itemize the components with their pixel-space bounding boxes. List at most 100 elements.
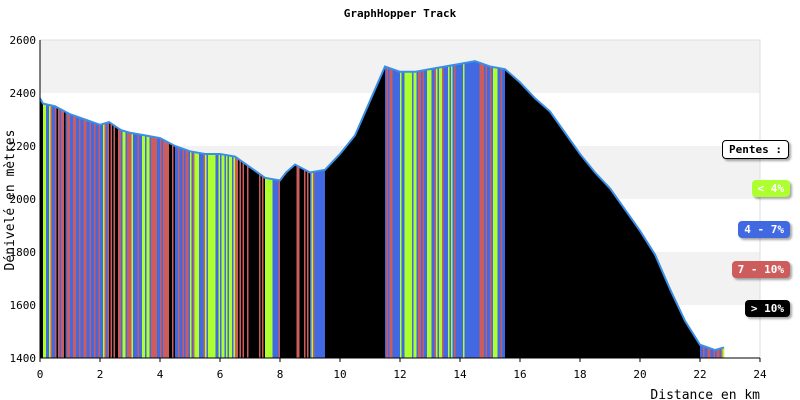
slope-bar xyxy=(517,80,519,358)
slope-bar xyxy=(521,84,524,358)
x-axis-label: Distance en km xyxy=(650,388,760,400)
slope-bar xyxy=(665,280,668,358)
slope-bar xyxy=(527,91,530,359)
slope-bar xyxy=(70,114,72,358)
slope-bar xyxy=(703,346,705,358)
slope-bar xyxy=(692,334,695,358)
slope-bar xyxy=(719,348,722,358)
slope-bar xyxy=(536,100,539,358)
slope-bar xyxy=(166,141,168,358)
slope-bar xyxy=(82,118,84,358)
slope-bar xyxy=(454,64,456,358)
slope-bar xyxy=(466,62,468,358)
slope-bar xyxy=(673,297,675,358)
slope-bar xyxy=(242,162,245,358)
slope-bar xyxy=(659,266,662,358)
slope-bar xyxy=(56,107,59,358)
legend-item: 7 - 10% xyxy=(731,261,790,278)
slope-bar xyxy=(332,161,335,358)
slope-bar xyxy=(247,165,249,358)
slope-bar xyxy=(236,158,239,358)
slope-bar xyxy=(233,156,236,358)
slope-bar xyxy=(176,146,179,358)
slope-bar xyxy=(130,132,132,358)
slope-bar xyxy=(115,126,117,358)
slope-bar xyxy=(179,147,182,358)
slope-bar xyxy=(76,116,78,359)
tick-labels: 0 2 4 6 8 10 12 14 16 18 20 22 241400160018002000220… xyxy=(10,34,767,381)
slope-bar xyxy=(47,104,50,359)
slope-bar xyxy=(310,172,312,358)
slope-bar xyxy=(145,135,147,358)
slope-bar xyxy=(410,71,413,359)
slope-bar xyxy=(482,64,485,359)
slope-bar xyxy=(353,136,356,358)
slope-bar xyxy=(442,66,444,359)
slope-bar xyxy=(457,64,459,358)
slope-bar xyxy=(586,162,588,358)
slope-bar xyxy=(223,154,225,358)
slope-bar xyxy=(349,141,351,358)
slope-bar xyxy=(238,159,240,358)
slope-bar xyxy=(196,152,198,358)
slope-bar xyxy=(113,125,116,358)
slope-bar xyxy=(623,208,626,358)
slope-bar xyxy=(550,112,552,358)
slope-bar xyxy=(241,161,243,358)
slope-bar xyxy=(682,316,684,358)
slope-bar xyxy=(445,66,447,359)
slope-bar xyxy=(368,102,371,358)
slope-bar xyxy=(301,168,303,358)
slope-bar xyxy=(73,115,75,359)
slope-bar xyxy=(62,110,65,358)
slope-bar xyxy=(226,155,228,358)
slope-bar xyxy=(556,121,558,358)
slope-bar xyxy=(280,179,282,358)
slope-bar xyxy=(478,62,480,359)
y-tick-label: 1800 xyxy=(10,246,37,259)
slope-bar xyxy=(334,159,336,358)
slope-bar xyxy=(100,124,102,359)
slope-bar xyxy=(356,130,359,358)
slope-bar xyxy=(514,77,516,358)
slope-bar xyxy=(470,61,473,359)
slope-bar xyxy=(173,145,176,358)
slope-bar xyxy=(503,69,506,358)
slope-bar xyxy=(622,206,624,358)
slope-bar xyxy=(697,341,699,358)
slope-bar xyxy=(464,62,467,359)
slope-bar xyxy=(53,106,56,358)
slope-bar xyxy=(83,119,86,358)
slope-bar xyxy=(602,181,605,358)
slope-bar xyxy=(92,122,95,358)
slope-bar xyxy=(524,87,527,358)
slope-bar xyxy=(628,214,630,358)
slope-bar xyxy=(370,99,372,358)
slope-bar xyxy=(434,68,437,358)
legend-item: > 10% xyxy=(744,300,790,317)
slope-bar xyxy=(385,66,387,358)
x-tick-label: 0 xyxy=(37,368,44,381)
slope-bar xyxy=(94,122,96,358)
slope-bar xyxy=(671,293,674,358)
slope-bar xyxy=(643,236,645,358)
slope-bar xyxy=(199,153,201,358)
slope-bar xyxy=(155,137,158,358)
slope-bar xyxy=(413,71,416,359)
slope-bar xyxy=(695,338,698,358)
slope-bar xyxy=(625,210,627,358)
slope-bar xyxy=(143,135,146,358)
slope-bar xyxy=(148,136,150,358)
slope-bar xyxy=(449,65,452,358)
slope-bar xyxy=(367,106,369,359)
slope-bar xyxy=(676,303,678,358)
slope-bar xyxy=(670,290,672,358)
slope-bar xyxy=(379,78,381,359)
slope-bar xyxy=(404,71,407,359)
slope-bar xyxy=(49,105,51,358)
x-tick-label: 8 xyxy=(277,368,284,381)
slope-bar xyxy=(407,71,410,359)
slope-bar xyxy=(203,153,206,358)
slope-bar xyxy=(526,89,528,359)
slope-bar xyxy=(398,71,401,358)
